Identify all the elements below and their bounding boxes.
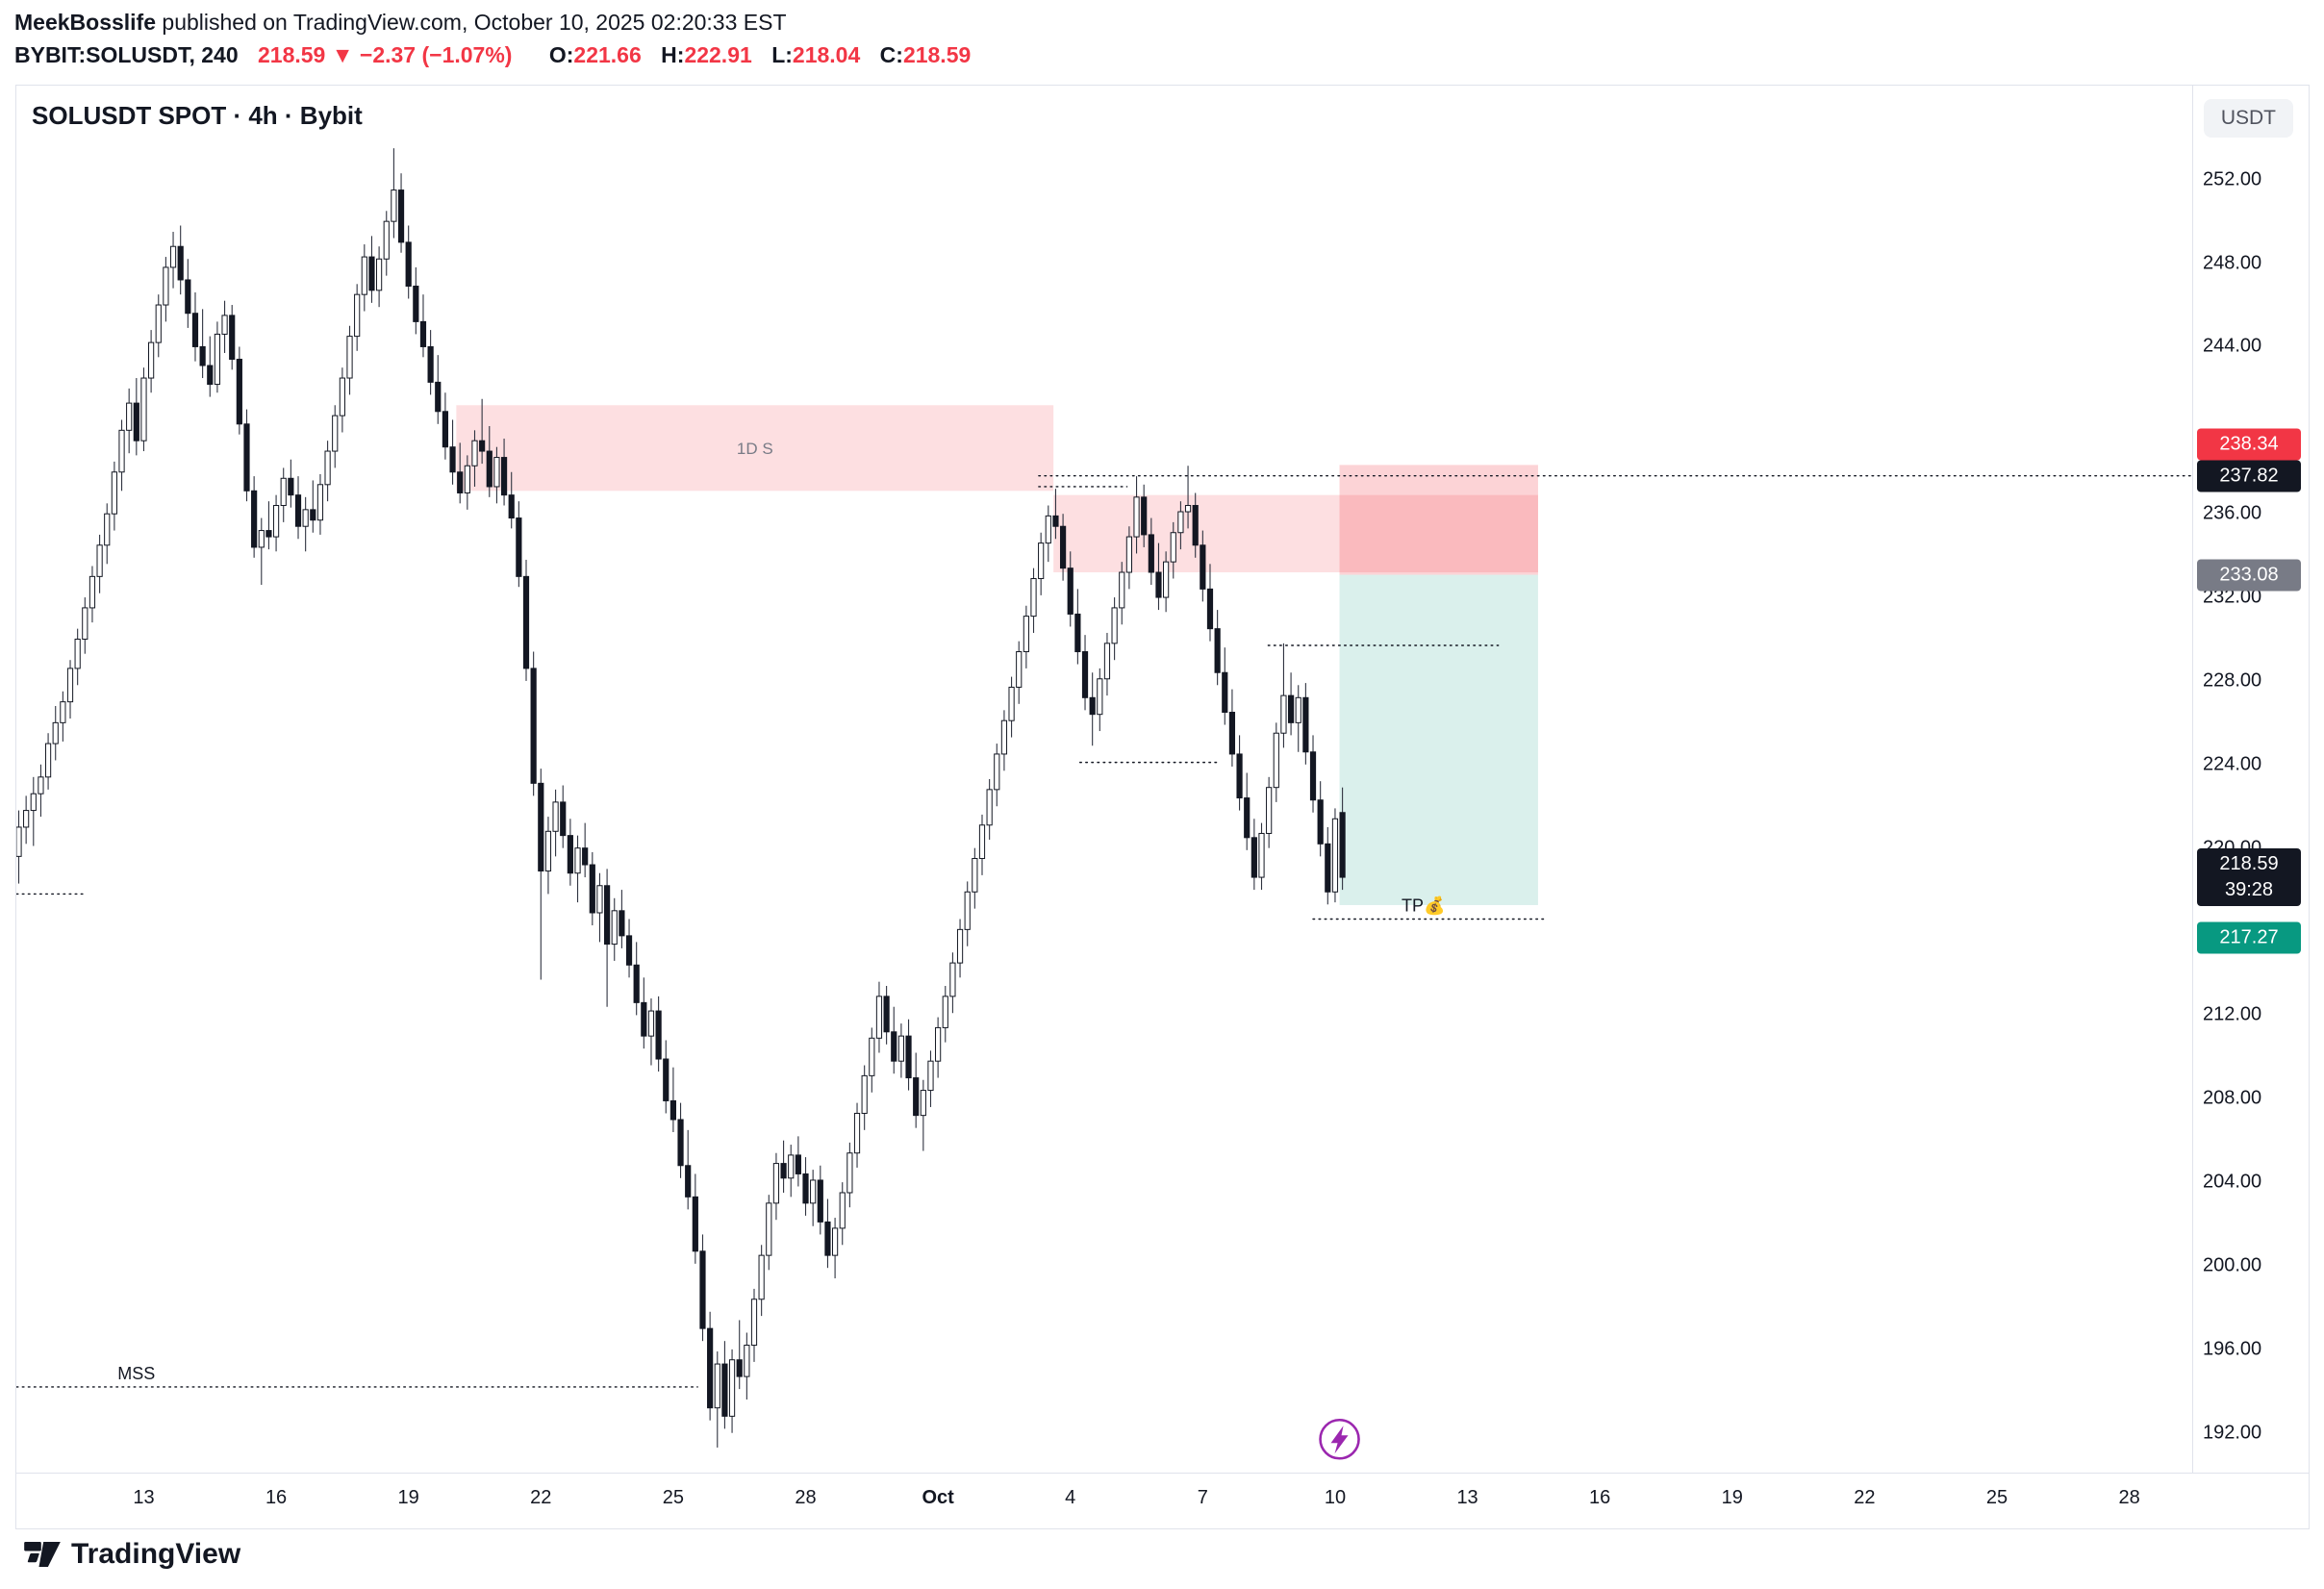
- position-risk-box[interactable]: [1339, 465, 1538, 575]
- price-tick: 236.00: [2203, 502, 2262, 524]
- time-tick: 4: [1065, 1487, 1076, 1508]
- time-tick: 19: [397, 1487, 419, 1508]
- publish-byline: MeekBosslife published on TradingView.co…: [14, 10, 787, 36]
- price-tick: 196.00: [2203, 1338, 2262, 1360]
- time-tick: Oct: [922, 1487, 954, 1508]
- time-tick: 28: [2118, 1487, 2140, 1508]
- time-tick: 10: [1324, 1487, 1347, 1508]
- time-tick: 7: [1197, 1487, 1208, 1508]
- time-tick: 22: [530, 1487, 552, 1508]
- footer-brand: TradingView: [23, 1537, 240, 1572]
- bar-countdown: 39:28: [2224, 879, 2274, 901]
- price-tick: 228.00: [2203, 669, 2262, 692]
- author-name: MeekBosslife: [14, 10, 157, 35]
- price-tick: 204.00: [2203, 1171, 2262, 1193]
- price-tick: 208.00: [2203, 1087, 2262, 1109]
- high-value: 222.91: [684, 42, 752, 67]
- zone-label: 1D S: [737, 440, 773, 458]
- price-label-badge: 233.08: [2197, 559, 2301, 592]
- lightning-icon: [1319, 1418, 1360, 1460]
- symbol-ohlc-line: BYBIT:SOLUSDT, 240 218.59 ▼ −2.37 (−1.07…: [14, 42, 971, 68]
- chart-legend: SOLUSDT SPOT · 4h · Bybit: [32, 101, 363, 130]
- price-tick: 200.00: [2203, 1254, 2262, 1276]
- time-tick: 25: [662, 1487, 685, 1508]
- close-value: 218.59: [902, 42, 972, 67]
- time-tick: 19: [1721, 1487, 1743, 1508]
- publish-info: published on TradingView.com, October 10…: [156, 10, 787, 35]
- time-tick: 28: [795, 1487, 817, 1508]
- price-label-badge: 218.59 39:28: [2197, 848, 2301, 907]
- price-label-badge: 217.27: [2197, 921, 2301, 954]
- currency-button[interactable]: USDT: [2203, 99, 2293, 138]
- chart-container: 1D S TP💰 MSS SOLUSDT SPOT · 4h · Bybit USD…: [15, 85, 2310, 1529]
- supply-zone: [456, 405, 1054, 492]
- open-label: O:: [548, 42, 574, 67]
- low-value: 218.04: [792, 42, 861, 67]
- high-label: H:: [661, 42, 685, 67]
- time-tick: 13: [133, 1487, 155, 1508]
- price-tick: 192.00: [2203, 1422, 2262, 1444]
- price-tick: 244.00: [2203, 335, 2262, 357]
- price-line-label: MSS: [117, 1364, 155, 1383]
- price-tick: 212.00: [2203, 1003, 2262, 1025]
- tradingview-wordmark: TradingView: [71, 1538, 241, 1570]
- symbol-interval: BYBIT:SOLUSDT, 240: [14, 42, 239, 67]
- time-tick: 22: [1854, 1487, 1876, 1508]
- last-price-change: 218.59 ▼ −2.37 (−1.07%): [258, 42, 513, 67]
- price-axis[interactable]: 252.00 248.00 244.00 236.00 232.00 228.00 224.…: [2192, 86, 2309, 1473]
- time-tick: 16: [1589, 1487, 1611, 1508]
- candlestick-plot[interactable]: 1D S TP💰 MSS: [16, 86, 2192, 1473]
- price-label-badge: 237.82: [2197, 460, 2301, 492]
- low-label: L:: [771, 42, 793, 67]
- price-label-badge: 238.34: [2197, 428, 2301, 461]
- close-label: C:: [879, 42, 903, 67]
- position-profit-box[interactable]: [1339, 574, 1538, 905]
- price-tick: 232.00: [2203, 586, 2262, 608]
- open-value: 221.66: [573, 42, 642, 67]
- price-line-label: TP💰: [1402, 895, 1445, 917]
- time-tick: 13: [1456, 1487, 1478, 1508]
- price-tick: 224.00: [2203, 753, 2262, 775]
- time-axis[interactable]: 13 16 19 22 25 28 Oct 4 7 10 13 16 19 22 25 28: [16, 1473, 2309, 1528]
- tradingview-logo-icon: [24, 1542, 61, 1567]
- time-tick: 25: [1985, 1487, 2008, 1508]
- price-tick: 248.00: [2203, 252, 2262, 274]
- time-tick: 16: [265, 1487, 288, 1508]
- price-tick: 252.00: [2203, 168, 2262, 190]
